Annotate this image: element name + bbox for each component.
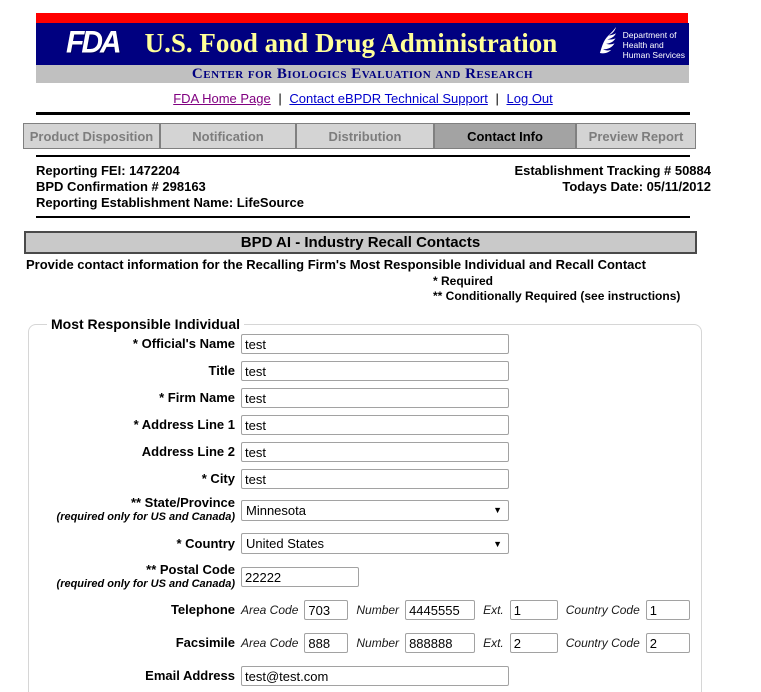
tab-preview-report[interactable]: Preview Report <box>577 124 695 148</box>
firm-name-label: * Firm Name <box>159 390 235 405</box>
facsimile-ext-input[interactable] <box>509 633 558 653</box>
center-bar-title: Center for Biologics Evaluation and Rese… <box>191 65 534 82</box>
fda-home-link[interactable]: FDA Home Page <box>173 91 271 106</box>
page-title-bar: BPD AI - Industry Recall Contacts <box>24 231 697 254</box>
officials-name-input[interactable] <box>241 334 509 354</box>
report-info-left: Reporting FEI: 1472204 BPD Confirmation … <box>36 163 304 211</box>
email-address-input[interactable] <box>241 666 509 686</box>
facsimile-ext-label: Ext. <box>483 636 504 650</box>
form-row: Email Address <box>29 666 701 686</box>
required-notes: * Required ** Conditionally Required (se… <box>433 274 761 304</box>
telephone-country-code-input[interactable] <box>645 600 690 620</box>
form-row: * Official's Name <box>29 334 701 354</box>
form-row: * Firm Name <box>29 388 701 408</box>
facsimile-number-label: Number <box>356 636 400 650</box>
form-row: * City <box>29 469 701 489</box>
facsimile-country-code-input[interactable] <box>645 633 690 653</box>
country-select[interactable]: United States ▼ <box>241 533 509 554</box>
telephone-number-input[interactable] <box>405 600 476 620</box>
tab-contact-info[interactable]: Contact Info <box>435 124 577 148</box>
tab-bar: Product Disposition Notification Distrib… <box>23 123 696 149</box>
facsimile-label: Facsimile <box>175 635 235 650</box>
form-row: ** Postal Code (required only for US and… <box>29 563 701 591</box>
address-line-1-label: * Address Line 1 <box>133 417 235 432</box>
top-links: FDA Home Page | Contact eBPDR Technical … <box>36 83 690 112</box>
facsimile-area-code-input[interactable] <box>304 633 349 653</box>
most-responsible-individual-fieldset: Most Responsible Individual * Official's… <box>28 316 702 692</box>
divider-line <box>36 216 690 218</box>
banner-title: U.S. Food and Drug Administration <box>144 27 558 58</box>
email-address-label: Email Address <box>145 668 235 683</box>
address-line-2-label: Address Line 2 <box>141 444 235 459</box>
form-row: ** State/Province (required only for US … <box>29 496 701 524</box>
address-line-1-input[interactable] <box>241 415 509 435</box>
reporting-fei: Reporting FEI: 1472204 <box>36 163 180 178</box>
form-row: * Address Line 1 <box>29 415 701 435</box>
contact-support-link[interactable]: Contact eBPDR Technical Support <box>289 91 488 106</box>
link-separator: | <box>495 91 499 106</box>
fda-logo: FDA <box>66 25 122 60</box>
postal-code-input[interactable] <box>241 567 359 587</box>
center-bar: Center for Biologics Evaluation and Rese… <box>36 63 689 83</box>
state-province-select[interactable]: Minnesota ▼ <box>241 499 509 521</box>
telephone-area-code-input[interactable] <box>304 600 349 620</box>
reporting-establishment-name: Reporting Establishment Name: LifeSource <box>36 195 304 210</box>
divider-line <box>36 112 690 115</box>
establishment-tracking: Establishment Tracking # 50884 <box>514 163 711 178</box>
title-label: Title <box>208 363 236 378</box>
facsimile-number-input[interactable] <box>405 633 476 653</box>
facsimile-country-code-label: Country Code <box>565 636 640 650</box>
header-red-stripe <box>36 13 688 23</box>
required-note: * Required <box>433 274 494 288</box>
header-banner: FDA U.S. Food and Drug Administration De… <box>36 23 689 63</box>
telephone-label: Telephone <box>170 602 235 617</box>
bpd-confirmation: BPD Confirmation # 298163 <box>36 179 206 194</box>
instruction-text: Provide contact information for the Reca… <box>26 257 646 272</box>
hhs-eagle-icon <box>592 25 620 64</box>
divider-line <box>36 155 690 157</box>
log-out-link[interactable]: Log Out <box>506 91 553 106</box>
state-province-value: Minnesota <box>246 502 306 518</box>
tab-product-disposition[interactable]: Product Disposition <box>24 124 161 148</box>
country-value: United States <box>246 536 325 551</box>
todays-date: Todays Date: 05/11/2012 <box>562 179 711 194</box>
telephone-ext-input[interactable] <box>509 600 558 620</box>
report-info: Reporting FEI: 1472204 BPD Confirmation … <box>36 157 711 216</box>
form-row: * Country United States ▼ <box>29 533 701 554</box>
state-province-note: (required only for US and Canada) <box>56 511 235 523</box>
conditionally-required-note: ** Conditionally Required (see instructi… <box>433 289 681 303</box>
form-row: Title <box>29 361 701 381</box>
facsimile-area-code-label: Area Code <box>241 636 299 650</box>
dropdown-arrow-icon: ▼ <box>493 538 502 549</box>
facsimile-row: Facsimile Area Code Number Ext. Country … <box>29 633 701 653</box>
hhs-logo: Department of Health and Human Services <box>592 25 685 64</box>
telephone-number-label: Number <box>356 603 400 617</box>
telephone-ext-label: Ext. <box>483 603 504 617</box>
country-label: * Country <box>176 535 236 551</box>
title-input[interactable] <box>241 361 509 381</box>
form-row: Address Line 2 <box>29 442 701 462</box>
telephone-row: Telephone Area Code Number Ext. Country … <box>29 600 701 620</box>
state-province-label: ** State/Province (required only for US … <box>29 496 241 524</box>
city-label: * City <box>201 471 235 486</box>
tab-distribution[interactable]: Distribution <box>297 124 435 148</box>
report-info-right: Establishment Tracking # 50884 Todays Da… <box>514 163 711 211</box>
postal-code-label: ** Postal Code (required only for US and… <box>29 563 241 591</box>
address-line-2-input[interactable] <box>241 442 509 462</box>
telephone-area-code-label: Area Code <box>241 603 299 617</box>
officials-name-label: * Official's Name <box>132 336 235 351</box>
fieldset-legend: Most Responsible Individual <box>51 316 241 332</box>
firm-name-input[interactable] <box>241 388 509 408</box>
page-title: BPD AI - Industry Recall Contacts <box>240 234 481 251</box>
postal-code-note: (required only for US and Canada) <box>56 578 235 590</box>
city-input[interactable] <box>241 469 509 489</box>
hhs-text: Department of Health and Human Services <box>622 29 685 60</box>
dropdown-arrow-icon: ▼ <box>493 505 502 515</box>
link-separator: | <box>278 91 282 106</box>
tab-notification[interactable]: Notification <box>161 124 297 148</box>
telephone-country-code-label: Country Code <box>565 603 640 617</box>
